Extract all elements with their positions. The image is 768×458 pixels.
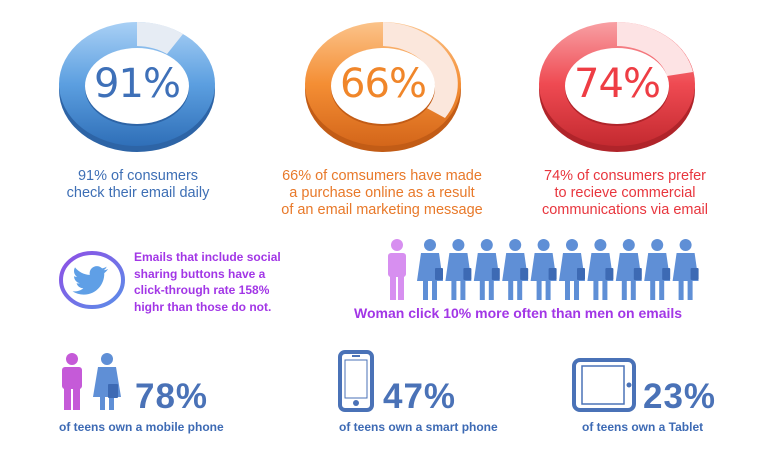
- caption-line: 91% of consumers: [77, 168, 199, 184]
- teen-stat-caption-3: of teens own a Tablet: [582, 420, 704, 434]
- caption-line: to recieve commercial: [554, 185, 696, 201]
- woman-icon: [473, 239, 500, 300]
- teen-stat-value-3: 23%: [643, 377, 717, 416]
- gender-figures: [388, 239, 699, 300]
- ring-remainder: [137, 22, 183, 54]
- caption-line: of an email marketing message: [281, 202, 483, 218]
- ring-remainder: [617, 22, 693, 76]
- woman-icon: [417, 239, 443, 300]
- stat-caption-3: 74% of consumers prefer to recieve comme…: [515, 168, 735, 219]
- donut-chart-red: [539, 22, 695, 152]
- caption-line: 66% of comsumers have made: [282, 168, 482, 184]
- woman-icon: [502, 239, 529, 300]
- text-line: highr than those do not.: [134, 299, 272, 314]
- text-line: click-through rate 158%: [134, 283, 270, 297]
- caption-line: 74% of consumers prefer: [544, 168, 706, 184]
- teen-stat-value-2: 47%: [383, 377, 457, 416]
- stat-value: 91%: [94, 61, 181, 107]
- woman-icon: [644, 239, 671, 300]
- twitter-stat-text: Emails that include social sharing butto…: [134, 249, 334, 315]
- woman-icon: [445, 239, 472, 300]
- ring-remainder: [383, 22, 458, 118]
- stat-ring-3: 74%: [527, 8, 707, 158]
- woman-icon: [587, 239, 614, 300]
- stat-caption-1: 91% of consumers check their email daily: [40, 168, 236, 202]
- donut-chart-blue: [59, 22, 215, 152]
- text-line: sharing buttons have a: [134, 266, 266, 281]
- teen-stat-caption-2: of teens own a smart phone: [339, 420, 498, 434]
- woman-icon: [672, 239, 699, 300]
- twitter-badge: [58, 250, 126, 310]
- tablet-icon: [572, 358, 636, 412]
- man-woman-icon: [60, 352, 124, 412]
- stat-ring-2: 66%: [293, 8, 473, 158]
- text-line: Emails that include social: [134, 250, 281, 264]
- smartphone-icon: [338, 350, 374, 412]
- woman-icon: [559, 239, 585, 300]
- stat-value: 74%: [574, 61, 661, 107]
- donut-chart-orange: [305, 22, 461, 152]
- woman-icon: [615, 239, 642, 300]
- teen-stat-caption-1: of teens own a mobile phone: [59, 420, 224, 434]
- caption-line: a purchase online as a result: [289, 185, 475, 201]
- caption-line: check their email daily: [66, 185, 210, 201]
- stat-caption-2: 66% of comsumers have made a purchase on…: [262, 168, 502, 219]
- teen-stat-value-1: 78%: [135, 377, 209, 416]
- gender-caption: Woman click 10% more often than men on e…: [354, 305, 683, 321]
- twitter-bird-icon: [59, 251, 125, 309]
- gender-icons-row: [384, 238, 704, 302]
- man-icon: [388, 239, 406, 300]
- stat-value: 66%: [340, 61, 427, 107]
- stat-ring-1: 91%: [47, 8, 227, 158]
- caption-line: communications via email: [541, 202, 708, 218]
- woman-icon: [530, 239, 557, 300]
